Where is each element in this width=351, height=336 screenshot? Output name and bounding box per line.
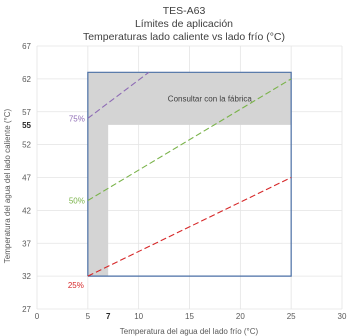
x-tick-label-3: 15 [185,312,194,321]
y-tick-label-1: 32 [22,272,31,281]
y-tick-label-6: 57 [22,108,31,117]
y-tick-label-0: 27 [22,305,31,314]
y-extra-tick-label: 55 [22,121,31,130]
x-tick-label-5: 25 [287,312,296,321]
y-tick-label-5: 52 [22,141,31,150]
y-tick-label-8: 67 [22,42,31,51]
y-tick-label-7: 62 [22,75,31,84]
series-line-75pct [87,71,150,119]
y-tick-label-3: 42 [22,206,31,215]
series-label-50pct: 50% [69,197,85,206]
series-line-50pct [87,78,292,201]
series-label-75pct: 75% [69,114,85,123]
chart-title: TES-A63 [163,5,206,17]
chart-subtitle-2: Temperaturas lado caliente vs lado frío … [83,31,285,43]
x-extra-tick-label: 7 [106,312,111,321]
x-tick-label-1: 5 [86,312,91,321]
consult-annotation: Consultar con la fábrica [168,95,253,104]
x-tick-label-2: 10 [134,312,143,321]
series-line-25pct [87,177,292,277]
chart-subtitle-1: Límites de aplicación [135,18,233,30]
y-tick-label-2: 37 [22,239,31,248]
y-axis-title: Temperatura del agua del lado caliente (… [3,108,12,263]
x-tick-label-0: 0 [35,312,40,321]
series-lines: 25% 50% 75% [68,71,292,290]
x-tick-label-4: 20 [236,312,245,321]
x-tick-label-6: 30 [338,312,347,321]
x-axis-title: Temperatura del agua del lado frío (°C) [120,327,259,336]
tick-labels: 0 5 10 15 20 25 30 27 32 37 42 47 52 57 62 67 7 55 [22,42,347,321]
envelope-outline [87,71,292,277]
series-label-25pct: 25% [68,281,84,290]
consult-region [87,72,292,277]
y-tick-label-4: 47 [22,174,31,183]
